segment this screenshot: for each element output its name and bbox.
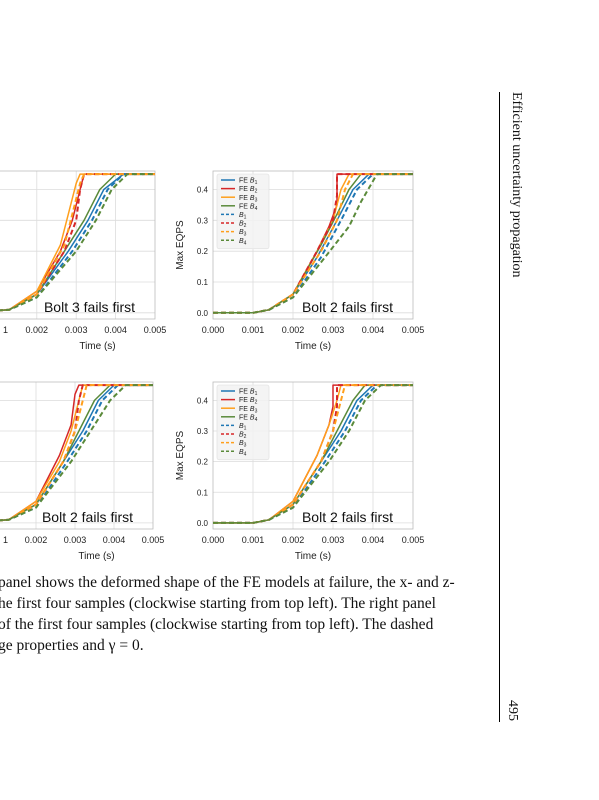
x-tick-label: 0.001 xyxy=(242,535,265,545)
x-tick-label: 0.005 xyxy=(402,325,425,335)
y-axis-label: Max EQPS xyxy=(175,220,186,270)
x-tick-label: 0.002 xyxy=(282,325,305,335)
x-tick-label: 0.002 xyxy=(282,535,305,545)
x-tick-label: 0.002 xyxy=(26,325,49,335)
x-tick-label: 0.003 xyxy=(64,535,87,545)
chart-top-right: 0.000 0.001 0.002 0.003 0.004 0.005 Time (s) 0.… xyxy=(175,170,425,352)
legend-label: FE B1 xyxy=(239,389,258,398)
x-tick-label: 0.005 xyxy=(144,325,167,335)
legend-label: B1 xyxy=(239,423,247,432)
series-line xyxy=(213,173,413,314)
plot-frame xyxy=(0,170,156,320)
x-tick-label: 0.000 xyxy=(202,325,225,335)
y-tick-label: 0.4 xyxy=(197,186,209,195)
plot-background xyxy=(0,382,153,529)
failure-annotation: Bolt 2 fails first xyxy=(42,509,133,525)
x-tick-label: 0.004 xyxy=(362,325,385,335)
x-axis-label: Time (s) xyxy=(295,551,331,562)
failure-annotation: Bolt 3 fails first xyxy=(44,299,135,315)
x-tick-label: 0.000 xyxy=(202,535,225,545)
x-tick-label: 0.003 xyxy=(322,325,345,335)
series-line xyxy=(213,384,413,524)
legend-label: B4 xyxy=(239,449,247,458)
y-tick-label: 0.0 xyxy=(197,519,209,528)
legend-label: B1 xyxy=(239,212,247,221)
x-tick-label: 1 xyxy=(3,535,8,545)
legend-label: FE B2 xyxy=(239,186,258,195)
legend-label: FE B2 xyxy=(239,397,258,406)
series-line xyxy=(0,384,153,522)
running-header: Efficient uncertainty propagation xyxy=(509,92,524,278)
y-tick-label: 0.3 xyxy=(197,427,209,436)
x-tick-label: 0.001 xyxy=(242,325,265,335)
legend-label: FE B4 xyxy=(239,203,258,212)
x-tick-label: 0.004 xyxy=(103,535,126,545)
caption-line: ge properties and γ = 0. xyxy=(0,637,144,654)
plot-frame xyxy=(212,381,414,530)
series-group xyxy=(213,173,413,314)
legend-label: FE B4 xyxy=(239,414,258,423)
series-line xyxy=(213,384,413,524)
failure-annotation: Bolt 2 fails first xyxy=(302,299,393,315)
series-line xyxy=(213,384,413,524)
x-tick-label: 0.004 xyxy=(362,535,385,545)
series-group xyxy=(0,384,153,522)
plot-background xyxy=(0,171,155,319)
x-tick-label: 0.002 xyxy=(25,535,48,545)
y-tick-label: 0.2 xyxy=(197,458,209,467)
chart-bottom-right: 0.000 0.001 0.002 0.003 0.004 0.005 Time (s) 0.… xyxy=(175,381,425,562)
chart-bottom-left: 1 0.002 0.003 0.004 0.005 Time (s) Bolt 2 fail… xyxy=(0,381,165,562)
plot-frame xyxy=(212,170,414,320)
legend-label: B4 xyxy=(239,238,247,247)
series-line xyxy=(0,384,153,522)
x-axis-label: Time (s) xyxy=(78,551,114,562)
x-tick-label: 1 xyxy=(3,325,8,335)
legend-box xyxy=(216,173,270,250)
caption-line: he first four samples (clockwise startin… xyxy=(0,595,436,612)
series-line xyxy=(213,384,413,524)
series-line xyxy=(0,384,153,522)
legend-label: B3 xyxy=(239,440,247,449)
caption-line: of the first four samples (clockwise sta… xyxy=(0,616,434,633)
y-tick-label: 0.4 xyxy=(197,396,209,405)
y-tick-label: 0.1 xyxy=(197,278,209,287)
series-line xyxy=(213,173,413,314)
legend-label: B2 xyxy=(239,221,247,230)
margin-rule xyxy=(499,92,500,722)
y-tick-label: 0.1 xyxy=(197,488,209,497)
plot-frame xyxy=(0,381,154,530)
series-line xyxy=(0,173,155,312)
y-tick-label: 0.3 xyxy=(197,216,209,225)
y-axis-label: Max EQPS xyxy=(175,430,186,480)
x-tick-label: 0.004 xyxy=(104,325,127,335)
caption-line: panel shows the deformed shape of the FE… xyxy=(0,574,455,591)
legend-label: FE B3 xyxy=(239,406,258,415)
x-tick-label: 0.005 xyxy=(402,535,425,545)
y-tick-label: 0.2 xyxy=(197,247,209,256)
x-tick-label: 0.003 xyxy=(322,535,345,545)
legend-label: B2 xyxy=(239,432,247,441)
legend-box xyxy=(216,384,270,461)
series-line xyxy=(213,173,413,314)
series-line xyxy=(213,173,413,314)
x-tick-label: 0.003 xyxy=(65,325,88,335)
series-group xyxy=(213,384,413,524)
legend-label: B3 xyxy=(239,229,247,238)
chart-top-left: 1 0.002 0.003 0.004 0.005 Time (s) Bolt 3 fail… xyxy=(0,170,167,352)
y-tick-label: 0.0 xyxy=(197,309,209,318)
x-tick-label: 0.005 xyxy=(142,535,165,545)
series-group xyxy=(0,173,155,312)
legend-label: FE B3 xyxy=(239,195,258,204)
x-axis-label: Time (s) xyxy=(79,341,115,352)
legend-label: FE B1 xyxy=(239,178,258,187)
page-number: 495 xyxy=(505,700,520,721)
figure-caption: panel shows the deformed shape of the FE… xyxy=(0,572,478,656)
x-axis-label: Time (s) xyxy=(295,341,331,352)
failure-annotation: Bolt 2 fails first xyxy=(302,509,393,525)
